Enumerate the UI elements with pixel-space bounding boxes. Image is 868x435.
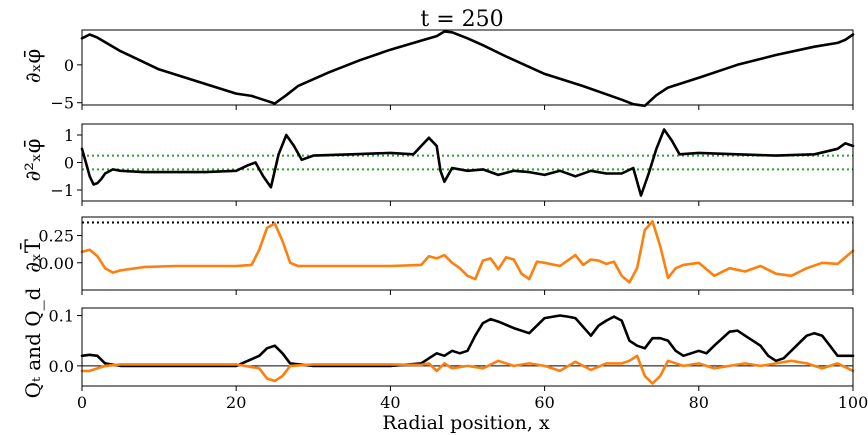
panel-4-ytick-label: 0.1 — [49, 307, 74, 326]
figure-title: t = 250 — [420, 7, 503, 32]
panel-2-ytick-label: 1 — [64, 126, 74, 145]
panel-4-ylabel: Qₜ and Q_d — [21, 287, 45, 398]
panel-3-frame — [81, 216, 854, 291]
xtick-label: 20 — [226, 393, 246, 412]
panel-2-ytick-label: 0 — [64, 154, 74, 173]
panel-1-ylabel: ∂ₓφ̄ — [21, 49, 45, 83]
panel-1-ytick-label: −5 — [50, 94, 74, 113]
panel-2-ytick-label: −1 — [50, 181, 74, 200]
panel-3: 0.25 0.00 — [38, 216, 855, 295]
xtick-label: 100 — [838, 393, 868, 412]
panel-2-series-1 — [80, 128, 855, 197]
panel-1-series-1 — [80, 30, 855, 108]
xtick-label: 40 — [380, 393, 400, 412]
panel-2-frame — [81, 123, 854, 202]
panel-3-ylabel: ∂ₓT̄ — [20, 239, 45, 273]
xtick-label: 0 — [77, 393, 87, 412]
panel-2-ylabel: ∂²ₓφ̄ — [21, 139, 45, 182]
panel-4-series-2 — [80, 354, 855, 385]
panel-3-series-1 — [80, 220, 855, 284]
panel-1-ytick-label: 0 — [64, 56, 74, 75]
xtick-label: 60 — [534, 393, 554, 412]
panel-4: 0.1 0.00 20 40 60 80 100 — [49, 307, 868, 412]
panel-4-ytick-label: 0.0 — [49, 357, 74, 376]
panel-1-frame — [81, 29, 854, 106]
panel-3-ytick-label: 0.25 — [38, 227, 74, 246]
panel-1: 0 −5 — [50, 29, 855, 113]
xtick-label: 80 — [689, 393, 709, 412]
panel-4-frame — [81, 307, 854, 387]
panel-4-series-1 — [80, 314, 855, 368]
x-axis-label: Radial position, x — [382, 412, 550, 434]
panel-2: 1 0 −1 — [50, 123, 855, 206]
panel-3-ytick-label: 0.00 — [38, 254, 74, 273]
